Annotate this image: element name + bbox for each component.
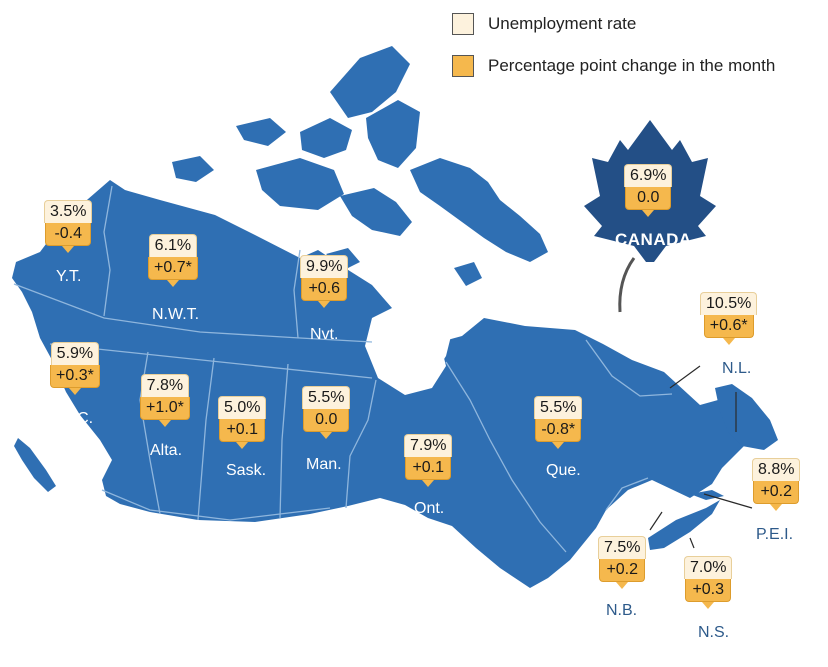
label-que: Que. <box>546 462 581 479</box>
callout-tip <box>236 442 249 449</box>
change-man: 0.0 <box>303 409 350 432</box>
vancouver-island <box>14 438 56 492</box>
label-ns: N.S. <box>698 624 730 641</box>
callout-tip <box>616 582 629 589</box>
label-alta: Alta. <box>150 442 183 459</box>
rate-canada: 6.9% <box>624 164 673 187</box>
newfoundland <box>715 384 778 450</box>
rate-bc: 5.9% <box>50 342 100 365</box>
callout-tip <box>552 442 565 449</box>
callout-canada: 6.9% 0.0 <box>624 164 673 217</box>
legend-label-change: Percentage point change in the month <box>488 56 776 75</box>
label-nb: N.B. <box>606 602 638 619</box>
provincial-borders <box>13 185 673 553</box>
change-yt: -0.4 <box>45 223 92 246</box>
rate-que: 5.5% <box>534 396 583 419</box>
callout-nwt: 6.1% +0.7* <box>148 234 198 287</box>
change-ont: +0.1 <box>405 457 452 480</box>
callout-ont: 7.9% +0.1 <box>404 434 453 487</box>
rate-yt: 3.5% <box>44 200 93 223</box>
callout-tip <box>166 280 179 287</box>
rate-nvt: 9.9% <box>300 255 349 278</box>
change-sask: +0.1 <box>219 419 266 442</box>
label-pei: P.E.I. <box>756 526 794 543</box>
change-ns: +0.3 <box>685 579 732 602</box>
callout-nvt: 9.9% +0.6 <box>300 255 349 308</box>
nova-scotia <box>648 500 720 550</box>
callout-tip <box>68 388 81 395</box>
callout-nl: 10.5% +0.6* <box>700 292 758 345</box>
callout-man: 5.5% 0.0 <box>302 386 351 439</box>
callout-tip <box>318 301 331 308</box>
arctic-islands <box>172 46 548 286</box>
rate-ont: 7.9% <box>404 434 453 457</box>
change-canada: 0.0 <box>625 187 672 210</box>
rate-ns: 7.0% <box>684 556 733 579</box>
rate-nb: 7.5% <box>598 536 647 559</box>
callout-yt: 3.5% -0.4 <box>44 200 93 253</box>
label-nvt: Nvt. <box>310 326 339 343</box>
label-nwt: N.W.T. <box>152 306 200 323</box>
canada-mainland <box>12 180 744 588</box>
callout-tip <box>642 210 655 217</box>
canada-label: CANADA <box>615 230 692 249</box>
callout-bc: 5.9% +0.3* <box>50 342 100 395</box>
callout-tip <box>770 504 783 511</box>
label-sask: Sask. <box>226 462 267 479</box>
callout-tip <box>422 480 435 487</box>
legend-swatch-rate <box>452 13 474 35</box>
change-pei: +0.2 <box>753 481 800 504</box>
callout-alta: 7.8% +1.0* <box>140 374 190 427</box>
rate-pei: 8.8% <box>752 458 801 481</box>
change-nvt: +0.6 <box>301 278 348 301</box>
callout-nb: 7.5% +0.2 <box>598 536 647 589</box>
callout-tip <box>722 338 735 345</box>
label-bc: B.C. <box>62 410 94 427</box>
callout-sask: 5.0% +0.1 <box>218 396 267 449</box>
rate-nwt: 6.1% <box>148 234 198 257</box>
callout-ns: 7.0% +0.3 <box>684 556 733 609</box>
label-ont: Ont. <box>414 500 445 517</box>
change-bc: +0.3* <box>50 365 100 388</box>
change-nl: +0.6* <box>703 315 754 338</box>
rate-alta: 7.8% <box>140 374 190 397</box>
callout-que: 5.5% -0.8* <box>534 396 583 449</box>
label-man: Man. <box>306 456 342 473</box>
maple-leaf-stem <box>618 257 636 313</box>
change-nwt: +0.7* <box>148 257 198 280</box>
rate-sask: 5.0% <box>218 396 267 419</box>
callout-tip <box>702 602 715 609</box>
legend-swatch-change <box>452 55 474 77</box>
callout-tip <box>62 246 75 253</box>
label-nl: N.L. <box>722 360 752 377</box>
legend-label-rate: Unemployment rate <box>488 14 637 33</box>
legend-item-unemployment-rate: Unemployment rate <box>452 13 636 35</box>
change-alta: +1.0* <box>140 397 190 420</box>
change-que: -0.8* <box>535 419 582 442</box>
rate-nl: 10.5% <box>700 292 758 315</box>
callout-tip <box>320 432 333 439</box>
hudson-bay <box>372 306 452 388</box>
legend-item-change: Percentage point change in the month <box>452 55 775 77</box>
rate-man: 5.5% <box>302 386 351 409</box>
change-nb: +0.2 <box>599 559 646 582</box>
callout-tip <box>158 420 171 427</box>
pointer-lines <box>649 365 753 549</box>
callout-pei: 8.8% +0.2 <box>752 458 801 511</box>
label-yt: Y.T. <box>56 268 82 285</box>
